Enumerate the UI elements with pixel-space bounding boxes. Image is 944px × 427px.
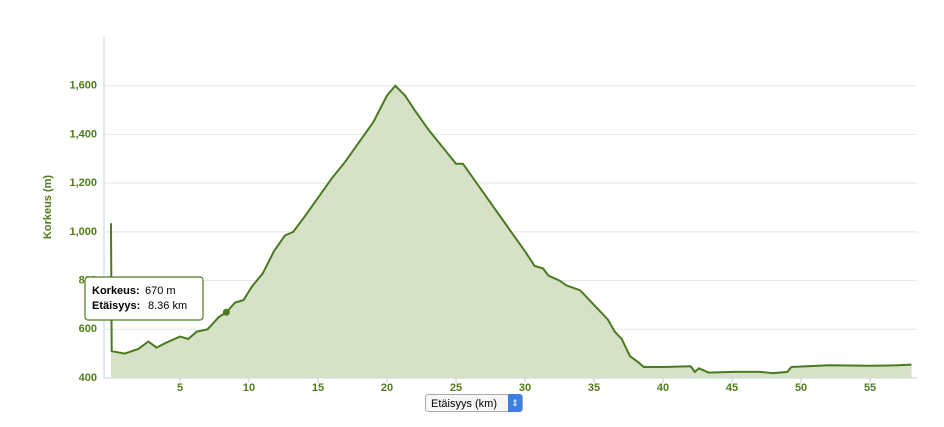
y-axis-title: Korkeus (m) [42,175,54,240]
y-tick-label: 400 [79,372,97,384]
x-tick-label: 50 [795,382,807,394]
tooltip: Korkeus: 670 m Etäisyys: 8.36 km [84,276,204,321]
x-tick-label: 20 [381,382,393,394]
y-tick-label: 1,400 [69,128,97,140]
x-axis-selector[interactable]: Etäisyys (km) ⇕ [425,394,523,412]
x-tick-label: 55 [864,382,876,394]
x-tick-label: 35 [588,382,600,394]
tooltip-value: 670 m [145,285,176,297]
x-tick-label: 5 [177,382,183,394]
y-tick-label: 1,200 [69,177,97,189]
x-tick-label: 15 [312,382,324,394]
selector-text: Etäisyys (km) [431,398,497,410]
y-tick-label: 1,600 [69,80,97,92]
y-tick-label: 600 [79,323,97,335]
tooltip-box [84,276,204,321]
hover-point [222,308,230,316]
area-fill [111,85,912,378]
x-tick-label: 40 [657,382,669,394]
tooltip-value: 8.36 km [148,300,187,312]
x-tick-label: 30 [519,382,531,394]
selector-arrow: ⇕ [508,394,522,412]
tooltip-label: Korkeus: [92,285,140,297]
tooltip-label: Etäisyys: [92,300,140,312]
x-tick-label: 10 [243,382,255,394]
y-tick-label: 1,000 [69,226,97,238]
line [110,84,912,375]
x-tick-label: 45 [726,382,738,394]
x-tick-label: 25 [450,382,462,394]
